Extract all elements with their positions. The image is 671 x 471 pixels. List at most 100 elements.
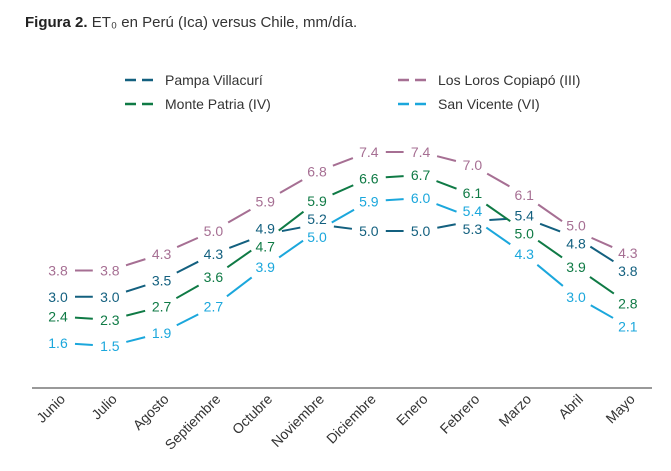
x-tick-label: Octubre <box>229 391 276 438</box>
data-label: 7.4 <box>411 144 431 160</box>
data-label: 5.0 <box>411 223 431 239</box>
series-segment <box>332 184 354 196</box>
data-label: 4.3 <box>152 246 172 262</box>
data-label: 1.9 <box>152 325 172 341</box>
series-segment <box>489 217 508 222</box>
series-segment <box>332 157 354 167</box>
series-segment <box>176 313 199 327</box>
series-segment <box>485 226 511 246</box>
series-segment <box>226 276 253 298</box>
data-label: 2.1 <box>618 318 638 334</box>
data-label: 6.6 <box>359 170 379 186</box>
data-label: 7.4 <box>359 144 379 160</box>
data-label: 3.6 <box>204 269 224 285</box>
series-segment <box>175 284 200 300</box>
x-tick-label: Febrero <box>437 391 483 437</box>
series-segment <box>125 258 146 267</box>
series-segment <box>278 210 305 232</box>
series-segment <box>539 222 561 233</box>
series-segment <box>537 239 563 259</box>
data-label: 3.8 <box>100 262 120 278</box>
legend-label: Los Loros Copiapó (III) <box>438 72 580 88</box>
series-segment <box>436 155 457 162</box>
x-tick-label: Julio <box>88 391 120 423</box>
data-label: 4.9 <box>255 221 275 237</box>
data-label: 4.3 <box>618 245 638 261</box>
data-label: 5.4 <box>463 203 483 219</box>
data-label: 2.7 <box>152 299 172 315</box>
data-label: 2.3 <box>100 312 120 328</box>
series-segment <box>227 208 251 224</box>
data-label: 2.4 <box>48 309 68 325</box>
x-tick-label: Diciembre <box>323 391 379 447</box>
x-tick-label: Agosto <box>130 391 172 433</box>
data-label: 5.0 <box>204 223 224 239</box>
x-tick-label: Abril <box>555 391 586 422</box>
data-label: 3.8 <box>48 262 68 278</box>
series-segment <box>125 284 146 293</box>
data-label: 4.7 <box>255 239 275 255</box>
data-label: 3.9 <box>566 259 586 275</box>
series-segment <box>331 208 355 224</box>
series-segment <box>226 249 252 269</box>
data-label: 5.3 <box>463 221 483 237</box>
series-segment <box>126 309 146 317</box>
series-segment <box>74 316 93 320</box>
data-label: 6.0 <box>411 190 431 206</box>
data-label: 6.8 <box>307 164 327 180</box>
data-label: 3.5 <box>152 272 172 288</box>
series-segment <box>536 264 564 287</box>
data-label: 1.6 <box>48 335 68 351</box>
data-label: 5.9 <box>255 193 275 209</box>
data-label: 5.0 <box>307 229 327 245</box>
series-segment <box>589 276 615 295</box>
data-label: 4.3 <box>514 246 534 262</box>
data-label: 6.7 <box>411 167 431 183</box>
series-segment <box>74 342 93 347</box>
data-label: 5.0 <box>566 217 586 233</box>
data-label: 3.0 <box>566 289 586 305</box>
series-segment <box>333 225 353 230</box>
data-label: 2.7 <box>204 299 224 315</box>
data-label: 3.9 <box>255 259 275 275</box>
x-tick-label: Enero <box>393 391 431 429</box>
data-label: 4.8 <box>566 235 586 251</box>
data-label: 6.1 <box>514 187 534 203</box>
series-segment <box>385 175 404 179</box>
series-segment <box>437 223 456 229</box>
caption-text: ET₀ en Perú (Ica) versus Chile, mm/día. <box>91 14 358 31</box>
figure-label: Figura 2. <box>25 14 88 31</box>
series-segment <box>126 336 146 343</box>
x-tick-label: Noviembre <box>268 391 327 450</box>
data-label: 6.1 <box>463 185 483 201</box>
series-segment <box>590 304 614 319</box>
data-label: 5.9 <box>359 193 379 209</box>
series-segment <box>279 179 303 194</box>
data-label: 3.0 <box>48 289 68 305</box>
legend-label: San Vicente (VI) <box>438 96 540 112</box>
data-label: 5.0 <box>359 223 379 239</box>
data-label: 7.0 <box>463 157 483 173</box>
series-segment <box>486 172 510 188</box>
series-segment <box>591 236 613 248</box>
data-label: 4.3 <box>204 246 224 262</box>
data-label: 3.0 <box>100 289 120 305</box>
series-segment <box>485 203 511 223</box>
data-label: 3.8 <box>618 263 638 279</box>
series-segment <box>228 239 250 249</box>
series-segment <box>589 245 614 263</box>
data-label: 5.9 <box>307 193 327 209</box>
data-label: 5.4 <box>514 207 534 223</box>
x-tick-label: Junio <box>33 391 68 426</box>
series-segment <box>385 198 404 202</box>
data-label: 2.8 <box>618 295 638 311</box>
data-label: 5.0 <box>514 225 534 241</box>
series-segment <box>436 203 457 213</box>
data-label: 1.5 <box>100 338 120 354</box>
x-tick-label: Septiembre <box>162 391 224 453</box>
figure-caption: Figura 2. ET₀ en Perú (Ica) versus Chile… <box>25 14 357 31</box>
series-segment <box>176 260 199 274</box>
series-segment <box>176 236 199 248</box>
series-segment <box>278 239 304 259</box>
